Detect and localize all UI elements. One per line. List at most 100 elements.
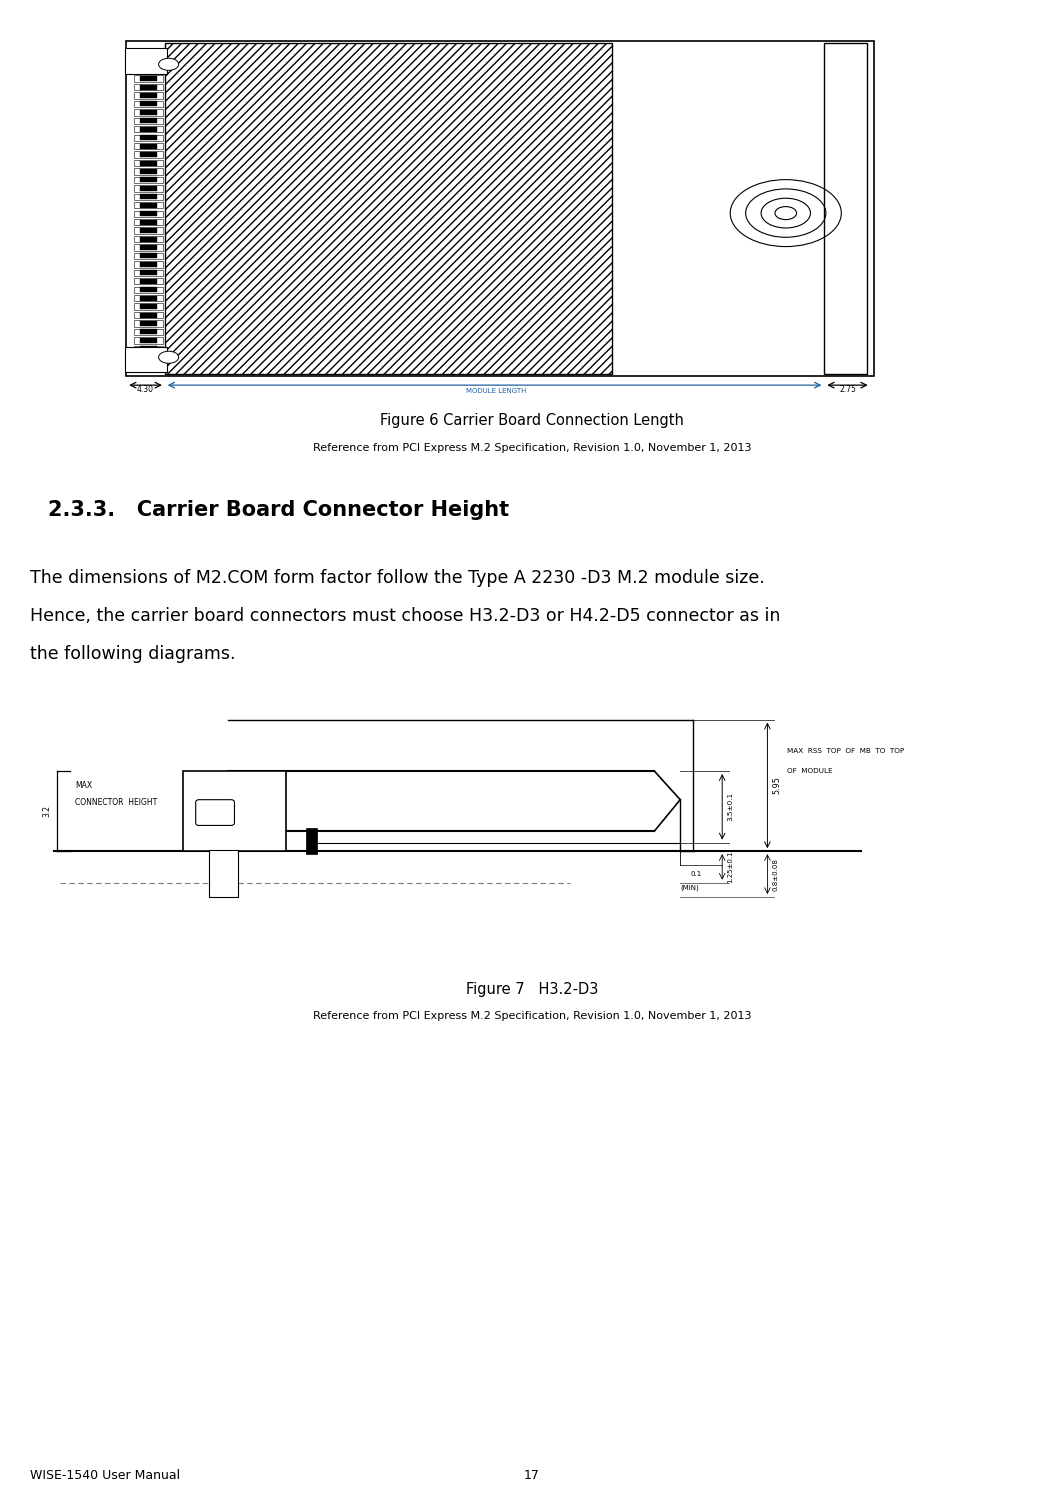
Bar xyxy=(140,119,157,123)
Bar xyxy=(140,127,157,133)
Text: MODULE LENGTH: MODULE LENGTH xyxy=(466,387,527,393)
Bar xyxy=(140,51,157,56)
Bar xyxy=(134,328,163,336)
Bar xyxy=(140,59,157,65)
Text: 3.2: 3.2 xyxy=(43,806,52,818)
Bar xyxy=(134,363,163,369)
Bar xyxy=(134,194,163,200)
Bar xyxy=(134,346,163,352)
Bar xyxy=(134,68,163,74)
Text: 0.1: 0.1 xyxy=(691,870,702,876)
Bar xyxy=(134,261,163,268)
Bar xyxy=(140,77,157,81)
Bar xyxy=(134,110,163,116)
Bar xyxy=(140,313,157,318)
Bar xyxy=(134,84,163,90)
Bar xyxy=(134,279,163,285)
Bar xyxy=(134,244,163,250)
Bar xyxy=(140,178,157,182)
Bar xyxy=(134,227,163,233)
Bar xyxy=(140,227,157,233)
Bar xyxy=(140,169,157,175)
Bar xyxy=(165,44,612,373)
Text: OF  MODULE: OF MODULE xyxy=(786,768,832,774)
Text: 2.75: 2.75 xyxy=(839,384,855,393)
Bar xyxy=(134,202,163,208)
Circle shape xyxy=(159,351,179,363)
Bar xyxy=(140,337,157,343)
Text: The dimensions of M2.COM form factor follow the Type A 2230 -D3 M.2 module size.: The dimensions of M2.COM form factor fol… xyxy=(30,569,765,587)
Bar xyxy=(305,828,317,854)
Bar xyxy=(140,346,157,351)
Text: 17: 17 xyxy=(525,1468,539,1482)
Bar xyxy=(134,236,163,242)
Bar xyxy=(140,68,157,72)
Bar xyxy=(134,143,163,149)
Bar xyxy=(140,295,157,301)
Bar xyxy=(124,48,167,74)
Text: (MIN): (MIN) xyxy=(681,884,699,892)
Bar xyxy=(134,295,163,301)
Bar xyxy=(140,203,157,208)
Text: 3.5±0.1: 3.5±0.1 xyxy=(728,792,733,821)
Bar xyxy=(140,304,157,309)
Bar xyxy=(134,176,163,184)
Text: 5.95: 5.95 xyxy=(772,777,782,794)
Bar xyxy=(134,59,163,65)
Bar xyxy=(134,117,163,123)
Bar xyxy=(140,355,157,360)
Bar xyxy=(140,262,157,267)
Bar xyxy=(140,220,157,224)
Bar xyxy=(140,143,157,149)
Bar xyxy=(134,185,163,191)
Bar xyxy=(134,312,163,318)
Text: MAX  RSS  TOP  OF  MB  TO  TOP: MAX RSS TOP OF MB TO TOP xyxy=(786,748,904,755)
Bar xyxy=(134,127,163,133)
Text: 0.8±0.08: 0.8±0.08 xyxy=(772,857,779,890)
Bar xyxy=(134,286,163,292)
Text: CONNECTOR  HEIGHT: CONNECTOR HEIGHT xyxy=(74,798,157,807)
Text: 4.30: 4.30 xyxy=(137,384,154,393)
Bar xyxy=(134,101,163,107)
Bar xyxy=(134,253,163,259)
Bar xyxy=(124,346,167,372)
Bar xyxy=(134,354,163,360)
Bar xyxy=(209,849,237,898)
Bar xyxy=(140,288,157,292)
Bar xyxy=(140,321,157,325)
Bar xyxy=(140,253,157,259)
Circle shape xyxy=(159,59,179,71)
Bar xyxy=(183,771,286,851)
Text: Reference from PCI Express M.2 Specification, Revision 1.0, November 1, 2013: Reference from PCI Express M.2 Specifica… xyxy=(313,443,751,453)
Bar xyxy=(134,92,163,99)
Bar xyxy=(140,279,157,283)
Bar xyxy=(140,330,157,334)
Bar xyxy=(140,194,157,199)
Bar xyxy=(134,321,163,327)
Text: 2.3.3.   Carrier Board Connector Height: 2.3.3. Carrier Board Connector Height xyxy=(48,500,509,520)
Bar xyxy=(134,75,163,81)
Bar xyxy=(140,84,157,90)
Bar xyxy=(140,245,157,250)
Text: Reference from PCI Express M.2 Specification, Revision 1.0, November 1, 2013: Reference from PCI Express M.2 Specifica… xyxy=(313,1011,751,1021)
Bar xyxy=(134,152,163,158)
Text: WISE-1540 User Manual: WISE-1540 User Manual xyxy=(30,1468,180,1482)
Text: Hence, the carrier board connectors must choose H3.2-D3 or H4.2-D5 connector as : Hence, the carrier board connectors must… xyxy=(30,607,780,625)
Bar xyxy=(134,134,163,142)
Text: MAX: MAX xyxy=(74,782,92,789)
Bar xyxy=(134,218,163,226)
Bar xyxy=(140,363,157,369)
Bar xyxy=(140,101,157,107)
Bar xyxy=(134,337,163,343)
Bar xyxy=(134,50,163,56)
Bar xyxy=(140,270,157,276)
Text: Figure 7   H3.2-D3: Figure 7 H3.2-D3 xyxy=(466,982,598,997)
Bar xyxy=(825,44,867,373)
FancyBboxPatch shape xyxy=(196,800,234,825)
Text: the following diagrams.: the following diagrams. xyxy=(30,645,235,663)
Bar xyxy=(134,211,163,217)
Bar xyxy=(134,169,163,175)
Bar xyxy=(134,160,163,166)
Bar xyxy=(140,211,157,217)
Text: 1.25±0.1: 1.25±0.1 xyxy=(728,851,733,883)
